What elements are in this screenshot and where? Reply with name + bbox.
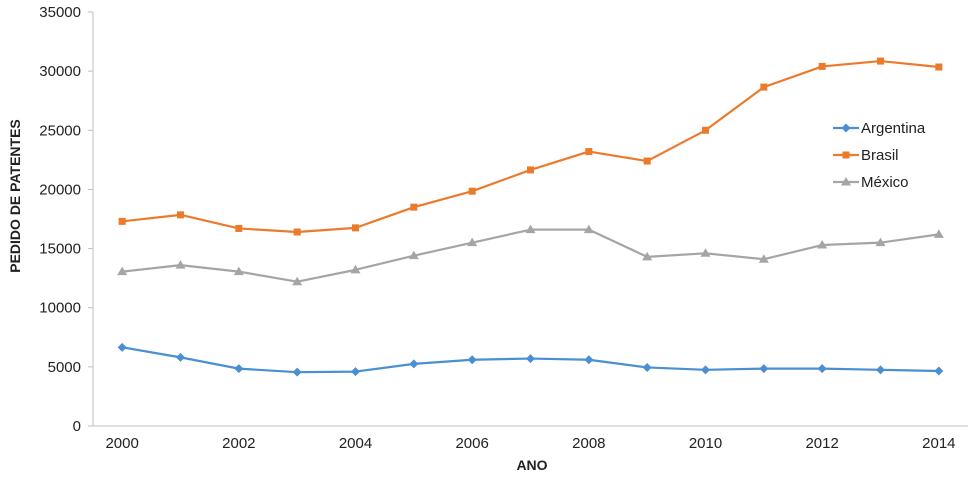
data-point-mexico [175, 260, 186, 269]
x-tick-label: 2010 [689, 435, 722, 452]
data-point-argentina [817, 364, 827, 374]
legend-item-argentina: Argentina [833, 120, 926, 137]
data-point-mexico [933, 229, 944, 238]
data-point-mexico [700, 248, 711, 257]
data-point-brasil [760, 83, 768, 91]
plot-area [117, 57, 944, 377]
legend-label: Argentina [861, 120, 926, 137]
data-point-argentina [642, 362, 652, 372]
y-axis-title: PEDIDO DE PATENTES [7, 119, 23, 273]
data-point-argentina [584, 355, 594, 365]
legend-label: Brasil [861, 147, 899, 164]
data-point-mexico [408, 250, 419, 260]
data-point-mexico [467, 237, 478, 247]
series-argentina [117, 342, 944, 377]
x-axis-title: ANO [516, 457, 547, 473]
data-point-brasil [468, 187, 476, 195]
data-point-argentina [876, 365, 885, 375]
data-point-brasil [293, 228, 301, 236]
data-point-brasil [410, 203, 418, 211]
data-point-argentina [467, 355, 477, 365]
x-tick-label: 2014 [922, 435, 955, 452]
data-point-mexico [350, 264, 361, 274]
y-tick-label: 15000 [39, 241, 81, 258]
data-point-mexico [758, 254, 769, 263]
y-axis: 0 5000 10000 15000 20000 25000 30000 35000 [39, 4, 94, 435]
y-tick-label: 25000 [39, 122, 81, 139]
data-point-mexico [583, 224, 594, 234]
data-point-argentina [934, 366, 944, 376]
data-point-brasil [702, 126, 709, 134]
legend-item-mexico: México [833, 174, 909, 191]
data-point-brasil [877, 57, 884, 65]
y-tick-label: 0 [73, 418, 81, 435]
data-point-mexico [117, 266, 128, 276]
legend-marker [841, 123, 851, 133]
data-point-argentina [292, 367, 302, 377]
data-point-mexico [525, 224, 536, 234]
data-point-argentina [117, 342, 127, 352]
data-point-brasil [118, 217, 126, 225]
y-tick-label: 35000 [39, 4, 81, 21]
y-tick-label: 20000 [39, 181, 81, 198]
x-tick-label: 2008 [572, 435, 605, 452]
data-point-argentina [351, 367, 360, 377]
series-line-brasil [122, 59, 939, 234]
x-axis: 2000 2002 2004 2006 2008 2010 2012 2014 [93, 425, 968, 452]
legend-label: México [861, 174, 909, 191]
data-point-mexico [292, 276, 303, 286]
data-point-mexico [875, 237, 886, 247]
x-tick-label: 2004 [339, 435, 372, 452]
data-point-brasil [585, 148, 593, 156]
data-point-brasil [352, 224, 359, 232]
series-brasil [118, 57, 943, 236]
data-point-brasil [818, 62, 826, 70]
y-tick-label: 30000 [39, 63, 81, 80]
data-point-brasil [935, 63, 943, 71]
data-point-argentina [234, 364, 244, 374]
data-point-argentina [701, 365, 710, 375]
x-tick-label: 2000 [105, 435, 138, 452]
data-point-argentina [759, 364, 769, 374]
data-point-argentina [176, 352, 185, 362]
data-point-brasil [643, 157, 651, 165]
legend: Argentina Brasil México [833, 120, 926, 191]
data-point-mexico [233, 266, 244, 276]
legend-item-brasil: Brasil [833, 147, 899, 164]
x-tick-label: 2006 [455, 435, 488, 452]
y-tick-label: 5000 [48, 359, 81, 376]
data-point-argentina [526, 354, 535, 364]
data-point-brasil [177, 211, 184, 219]
data-point-brasil [235, 224, 243, 232]
legend-marker [842, 151, 850, 159]
x-tick-label: 2002 [222, 435, 255, 452]
y-tick-label: 10000 [39, 300, 81, 317]
data-point-argentina [409, 359, 419, 369]
legend-marker [841, 177, 851, 186]
x-tick-label: 2012 [805, 435, 838, 452]
data-point-brasil [527, 166, 534, 174]
series-line-mexico [122, 228, 939, 283]
data-point-mexico [817, 240, 828, 249]
data-point-mexico [642, 251, 653, 261]
series-mexico [117, 224, 944, 286]
